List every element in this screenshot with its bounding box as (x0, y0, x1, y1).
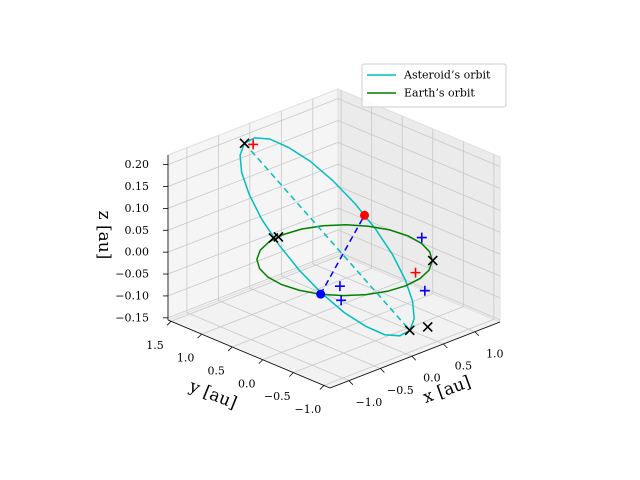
grid-line (337, 251, 501, 321)
back-right-pane (337, 88, 501, 323)
x-tick-label: 0.0 (423, 372, 441, 385)
y-tick-label: 1.0 (177, 352, 195, 365)
grid-line (167, 185, 339, 253)
grid-line (167, 98, 339, 166)
grid-line (337, 163, 501, 233)
dashed-line (243, 142, 411, 331)
legend: Asteroid’s orbit Earth’s orbit (361, 63, 507, 108)
cross-marker (334, 281, 345, 292)
x-tick (443, 343, 448, 349)
x-tick-label: 0.5 (455, 360, 473, 373)
grid-line (167, 142, 339, 209)
grid-line (186, 312, 350, 382)
grid-line (201, 267, 372, 335)
y-axis-line (167, 319, 331, 389)
x-tick-label: −0.5 (387, 384, 414, 397)
z-tick-label: 0.05 (125, 224, 150, 237)
grid-line (323, 319, 495, 386)
z-tick-label: −0.15 (115, 311, 149, 324)
grid-line (167, 251, 339, 319)
y-axis-label: y [au] (185, 376, 239, 413)
grid-line (167, 229, 339, 297)
y-tick-label: 0.0 (238, 377, 256, 390)
y-tick (289, 372, 294, 377)
x-tick (380, 368, 385, 373)
cross-marker (239, 138, 250, 149)
cross-marker (404, 325, 415, 336)
grid-line (170, 254, 342, 322)
cross-marker (419, 285, 430, 296)
panes (166, 88, 502, 389)
plot-area (239, 137, 438, 337)
cross-marker (427, 255, 438, 266)
cross-marker (248, 139, 259, 150)
grid (167, 90, 501, 386)
x-tick (474, 331, 480, 337)
z-tick-label: 0.00 (125, 246, 150, 259)
y-tick-label: −0.5 (264, 390, 291, 403)
grid-line (293, 306, 464, 373)
grid-line (337, 185, 501, 255)
grid-line (167, 207, 339, 275)
z-tick-label: −0.10 (115, 289, 149, 302)
legend-label: Asteroid’s orbit (403, 69, 491, 82)
z-tick-label: −0.05 (115, 268, 149, 281)
y-tick (319, 385, 325, 390)
y-tick-label: 1.5 (146, 339, 164, 352)
x-axis-line (329, 321, 501, 389)
legend-label: Earth’s orbit (404, 87, 475, 100)
cross-marker (422, 321, 433, 332)
y-tick (258, 359, 264, 365)
cross-marker (416, 232, 427, 243)
grid-line (337, 229, 501, 299)
orbit-line (256, 223, 434, 297)
grid-line (337, 98, 501, 167)
z-tick-label: 0.20 (125, 158, 150, 171)
grid-line (262, 293, 433, 361)
y-tick (166, 321, 172, 326)
y-tick (197, 333, 202, 339)
cross-marker (273, 231, 284, 243)
x-tick-label: −1.0 (356, 396, 383, 409)
y-tick-label: 0.5 (207, 364, 225, 377)
z-tick-label: 0.10 (125, 202, 150, 215)
grid-line (312, 263, 475, 333)
point-marker (316, 289, 326, 299)
z-axis-label: z [au] (94, 211, 114, 260)
y-tick (227, 346, 233, 352)
y-tick-label: −1.0 (295, 403, 322, 416)
cross-marker (336, 295, 347, 306)
grid-line (337, 120, 501, 189)
grid-line (232, 280, 403, 348)
x-tick (411, 355, 417, 361)
grid-line (167, 163, 339, 231)
dashed-line (319, 214, 366, 295)
point-marker (360, 210, 370, 220)
grid-line (337, 142, 501, 211)
grid-line (249, 287, 413, 357)
legend-box (361, 63, 507, 108)
z-tick-label: 0.15 (125, 180, 150, 193)
grid-line (281, 275, 444, 345)
axes: −1.0 −0.5 0.0 0.5 1.0 −1.0 −0.5 0.0 0.5 1.0 1.5 −0.… (115, 155, 504, 416)
x-tick-label: 1.0 (486, 347, 504, 360)
x-tick (348, 380, 354, 385)
grid-line (218, 300, 381, 369)
cross-marker (410, 267, 421, 278)
